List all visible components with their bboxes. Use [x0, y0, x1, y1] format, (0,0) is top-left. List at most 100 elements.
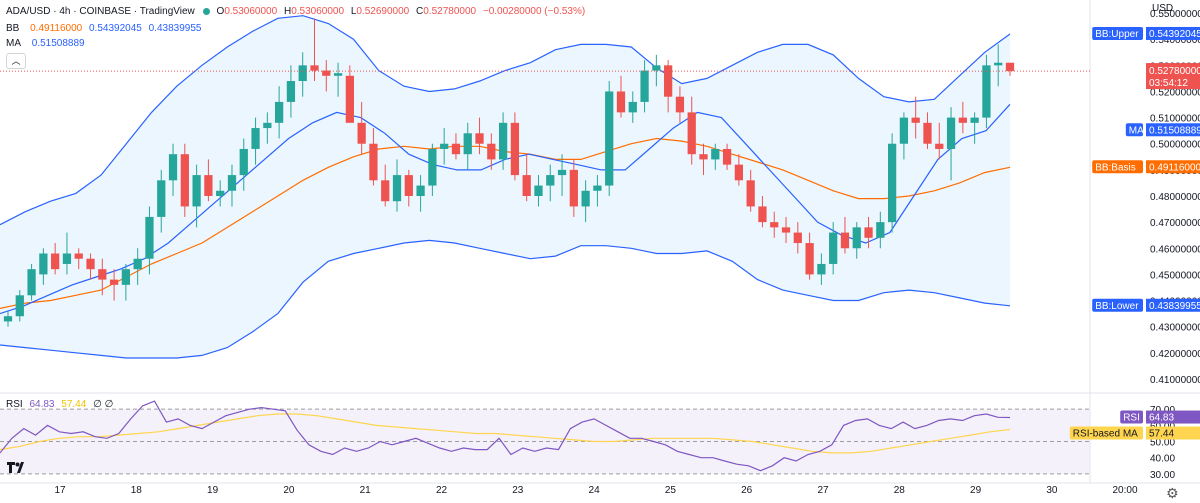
settings-gear-icon[interactable]: ⚙	[1166, 485, 1179, 501]
ma-tag-label-box	[1125, 123, 1143, 137]
candle-body	[781, 227, 791, 233]
candle	[946, 107, 956, 181]
candle	[994, 44, 1003, 87]
candle	[428, 143, 437, 196]
candle-body	[369, 143, 378, 181]
candle	[227, 164, 237, 207]
candle-body	[121, 269, 131, 285]
time-axis-label: 20	[283, 485, 295, 496]
bb-lower-tag-value: 0.43839955	[1149, 301, 1200, 312]
candle	[687, 96, 696, 165]
candle	[487, 133, 496, 170]
rsi-line	[0, 400, 1011, 472]
candle	[781, 216, 791, 244]
candle	[746, 169, 755, 212]
ma-value: 0.51508889	[31, 38, 85, 49]
ma-tag-value-box	[1146, 123, 1200, 137]
candle-body	[157, 180, 166, 217]
candle-body	[145, 216, 154, 259]
collapse-legend-button[interactable]: ︿	[6, 53, 26, 69]
candle-body	[746, 180, 755, 207]
candle-body	[263, 122, 272, 129]
candle-body	[664, 65, 673, 97]
candle	[74, 248, 83, 270]
candle	[98, 258, 107, 296]
candle-body	[546, 175, 555, 186]
bb-upper-tag-value-box	[1146, 26, 1200, 40]
candle	[722, 143, 732, 170]
candle	[1005, 62, 1015, 76]
candle-body	[770, 222, 779, 228]
bb-lower-tag-label-box	[1092, 298, 1143, 312]
rsi-ma-tag-label-box	[1069, 426, 1143, 440]
candle	[864, 216, 873, 249]
candle	[275, 86, 284, 139]
rsi-ma-tag-value: 57.44	[1149, 429, 1174, 440]
candle-body	[1005, 62, 1015, 72]
candle-body	[487, 143, 496, 160]
ohlc-low: 0.52690000	[356, 6, 410, 17]
candle	[322, 60, 331, 92]
candle-body	[687, 112, 696, 155]
candle	[876, 211, 885, 249]
bb-lower-tag-value-box	[1146, 298, 1200, 312]
candle-body	[440, 143, 449, 149]
rsi-tick-label: 30.00	[1150, 470, 1175, 481]
rsi-tag-label-box	[1120, 410, 1143, 424]
price-tag-countdown: 03:54:12	[1149, 78, 1188, 89]
candle	[522, 154, 531, 202]
price-tick-label: 0.48000000	[1150, 192, 1200, 203]
candle	[357, 101, 366, 155]
candle	[157, 169, 166, 233]
price-tick-label: 0.52000000	[1150, 87, 1200, 98]
candle	[605, 81, 614, 196]
candle	[15, 290, 24, 322]
candle-body	[239, 148, 248, 176]
candle-body	[569, 169, 578, 207]
bb-upper-tag-label: BB:Upper	[1095, 29, 1139, 40]
bb-label: BB	[6, 23, 20, 34]
live-status-icon	[202, 7, 210, 15]
time-axis-label: 21	[360, 485, 372, 496]
time-axis-label: 30	[1046, 485, 1058, 496]
candle	[758, 196, 767, 228]
price-tick-label: 0.50000000	[1150, 140, 1200, 151]
ma-label: MA	[6, 38, 21, 49]
candle-body	[605, 91, 614, 186]
rsi-tag-value: 64.83	[1149, 413, 1174, 424]
candle	[970, 112, 979, 144]
bb-basis-tag: BB:Basis 0.49116000	[1092, 160, 1200, 174]
candle-body	[699, 154, 708, 160]
candle	[982, 54, 991, 129]
candle-body	[216, 190, 225, 196]
candle	[734, 154, 743, 186]
tradingview-logo-icon[interactable]	[6, 460, 28, 476]
symbol-title: ADA/USD · 4h · COINBASE · TradingView	[6, 6, 195, 17]
rsi-tag-label: RSI	[1123, 413, 1140, 424]
rsi-ma-tag-label: RSI-based MA	[1073, 429, 1138, 440]
candle	[887, 133, 897, 233]
bb-lower-value: 0.43839955	[148, 23, 202, 34]
candle-body	[581, 190, 590, 207]
candle-body	[286, 81, 296, 102]
candle-body	[62, 253, 72, 264]
time-axis-label: 22	[436, 485, 448, 496]
candle-body	[829, 232, 838, 264]
price-tag-box	[1146, 63, 1200, 90]
candle-body	[310, 65, 319, 71]
rsi-ma-tag: RSI-based MA 57.44	[1069, 426, 1200, 440]
candle	[770, 211, 779, 238]
bb-upper-tag-label-box	[1092, 26, 1143, 40]
symbol-legend: ADA/USD · 4h · COINBASE · TradingView O0…	[6, 6, 589, 18]
candle-body	[168, 154, 178, 181]
candle-body	[109, 279, 119, 285]
bb-upper-tag: BB:Upper 0.54392045	[1092, 26, 1200, 40]
candle-body	[722, 148, 732, 165]
candle-body	[98, 269, 107, 280]
candle	[333, 62, 343, 97]
price-tick-label: 0.43000000	[1150, 323, 1200, 334]
candle	[39, 248, 48, 285]
price-tick-label: 0.55000000	[1150, 9, 1200, 20]
